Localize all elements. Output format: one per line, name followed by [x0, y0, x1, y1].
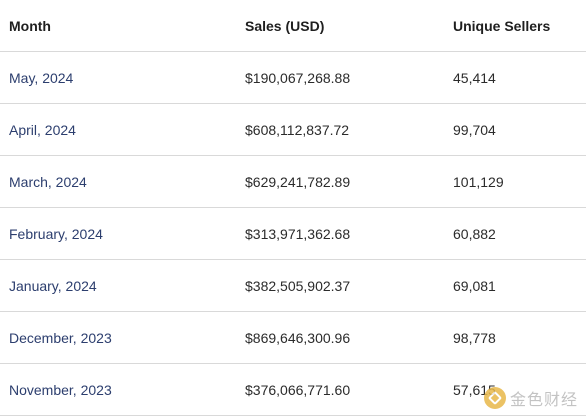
watermark-text: 金色财经 — [509, 390, 578, 409]
table-row: March, 2024 $629,241,782.89 101,129 — [0, 155, 586, 208]
column-header-month[interactable]: Month — [0, 0, 236, 52]
cell-sales: $190,067,268.88 — [236, 51, 444, 104]
cell-sales: $382,505,902.37 — [236, 259, 444, 312]
cell-sales: $869,646,300.96 — [236, 311, 444, 364]
cell-month: February, 2024 — [0, 207, 236, 260]
cell-sales: $629,241,782.89 — [236, 155, 444, 208]
cell-unique-sellers: 98,778 — [444, 311, 586, 364]
cell-sales: $376,066,771.60 — [236, 363, 444, 416]
cell-unique-sellers: 69,081 — [444, 259, 586, 312]
cell-sales: $608,112,837.72 — [236, 103, 444, 156]
table-row: December, 2023 $869,646,300.96 98,778 — [0, 311, 586, 364]
table-row: November, 2023 $376,066,771.60 57,615 — [0, 363, 586, 416]
table-row: April, 2024 $608,112,837.72 99,704 — [0, 103, 586, 156]
cell-unique-sellers: 45,414 — [444, 51, 586, 104]
cell-month: May, 2024 — [0, 51, 236, 104]
cell-month: April, 2024 — [0, 103, 236, 156]
cell-month: November, 2023 — [0, 363, 236, 416]
table-row: February, 2024 $313,971,362.68 60,882 — [0, 207, 586, 260]
watermark-logo-icon — [483, 387, 506, 409]
cell-month: January, 2024 — [0, 259, 236, 312]
cell-month: March, 2024 — [0, 155, 236, 208]
cell-unique-sellers: 99,704 — [444, 103, 586, 156]
watermark: 金色财经 — [483, 386, 578, 410]
cell-month: December, 2023 — [0, 311, 236, 364]
header-row: Month Sales (USD) Unique Sellers — [0, 0, 586, 52]
column-header-unique-sellers[interactable]: Unique Sellers — [444, 0, 586, 52]
column-header-sales[interactable]: Sales (USD) — [236, 0, 444, 52]
cell-unique-sellers: 60,882 — [444, 207, 586, 260]
table-row: May, 2024 $190,067,268.88 45,414 — [0, 51, 586, 104]
cell-unique-sellers: 57,615 — [444, 363, 586, 416]
table-row: January, 2024 $382,505,902.37 69,081 — [0, 259, 586, 312]
cell-unique-sellers: 101,129 — [444, 155, 586, 208]
cell-sales: $313,971,362.68 — [236, 207, 444, 260]
